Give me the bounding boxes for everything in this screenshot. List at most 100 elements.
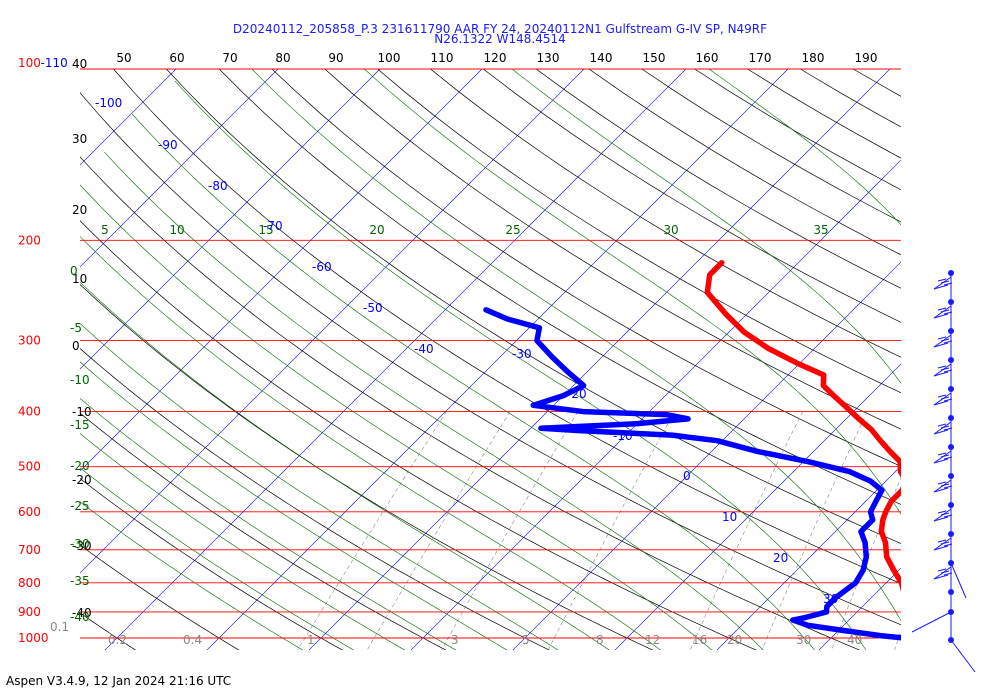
wind-barb-feather	[943, 398, 953, 402]
dry-adiabat-line	[166, 68, 901, 544]
isotherm-line	[80, 68, 483, 472]
wind-barb-feather	[937, 481, 947, 485]
wind-barb-point	[948, 357, 954, 363]
mixing-ratio-label: 30	[796, 633, 811, 647]
wind-barb-feather	[937, 452, 947, 456]
mixing-ratio-line	[366, 411, 511, 650]
wind-barb-point	[948, 270, 954, 276]
wind-barb-flag	[933, 458, 949, 464]
moist-adiabat-line	[80, 323, 559, 650]
moist-adiabat-line	[80, 467, 355, 650]
isotherm-line	[818, 567, 901, 650]
isotherm-label: -30	[512, 347, 532, 361]
moist-adiabat-line	[80, 397, 457, 650]
dry-adiabat-label: -40	[72, 606, 92, 620]
isotherm-label: -80	[208, 179, 228, 193]
top-tick-label: 50	[116, 51, 131, 65]
mixing-ratio-label: 5	[522, 633, 530, 647]
top-tick-label: 80	[275, 51, 290, 65]
dry-adiabat-line	[430, 68, 901, 358]
moist-adiabat-label: -5	[70, 321, 82, 335]
moist-adiabat-line	[80, 433, 406, 650]
mixing-ratio-label: 40	[847, 633, 862, 647]
isotherm-line	[0, 69, 74, 652]
top-tick-label: 70	[222, 51, 237, 65]
moist-adiabat-label: -20	[70, 459, 90, 473]
pressure-label: 300	[18, 333, 41, 347]
wind-barb-feather	[943, 485, 953, 489]
dry-adiabat-line	[800, 68, 901, 128]
dry-adiabat-line	[80, 544, 240, 650]
top-tick-label: 130	[537, 51, 560, 65]
pressure-label: 600	[18, 505, 41, 519]
wind-barb-point	[948, 531, 954, 537]
moist-adiabat-label: -10	[70, 373, 90, 387]
wind-barb-feather	[940, 541, 950, 545]
mixing-ratio-label: 12	[645, 633, 660, 647]
isotherm-label: -10	[613, 429, 633, 443]
dry-adiabat-line	[324, 68, 901, 430]
moist-adiabat-line	[511, 68, 901, 384]
isotherm-line	[512, 261, 901, 650]
wind-barb-feather	[937, 568, 947, 572]
wind-barb-point	[948, 299, 954, 305]
mixing-ratio-line	[547, 411, 675, 650]
pressure-label: 900	[18, 605, 41, 619]
top-tick-label: 170	[749, 51, 772, 65]
top-tick-label: 150	[643, 51, 666, 65]
moist-adiabat-line	[251, 68, 901, 622]
wind-barb-feather	[943, 543, 953, 547]
wind-barb-feather	[940, 570, 950, 574]
wind-barb-feather	[940, 367, 950, 371]
wind-barb-feather	[940, 425, 950, 429]
wind-barb-feather	[937, 365, 947, 369]
isotherm-label: -70	[263, 219, 283, 233]
isotherm-line	[80, 68, 381, 370]
pressure-label: 200	[18, 233, 41, 247]
wind-barb-flag	[933, 313, 949, 319]
isotherm-label: -50	[363, 301, 383, 315]
wind-barb-feather	[943, 514, 953, 518]
wind-barb-flag	[933, 342, 949, 348]
wind-barbs	[911, 270, 976, 673]
wind-barb-flag	[933, 284, 949, 290]
footer-version: Aspen V3.4.9, 12 Jan 2024 21:16 UTC	[6, 674, 232, 688]
wind-barb-feather	[943, 282, 953, 286]
wind-barb-feather	[937, 510, 947, 514]
top-tick-label: 160	[696, 51, 719, 65]
mixing-ratio-line	[441, 411, 579, 650]
dry-adiabat-label: -10	[72, 405, 92, 419]
dry-adiabat-line	[80, 412, 447, 650]
plot-lines	[0, 68, 1000, 652]
moist-adiabat-line	[80, 501, 304, 650]
isotherm-label: 20	[773, 551, 788, 565]
wind-barb-point	[948, 415, 954, 421]
moist-adiabat-line	[80, 184, 713, 650]
isotherm-label: -40	[414, 342, 434, 356]
dry-adiabat-line	[80, 612, 137, 650]
dry-adiabat-label: 20	[72, 203, 87, 217]
moist-adiabat-label: 10	[169, 223, 184, 237]
wind-barb-flag	[933, 545, 949, 551]
isotherm-line	[919, 69, 1000, 652]
top-tick-label: 110	[431, 51, 454, 65]
moist-adiabat-label: 5	[101, 223, 109, 237]
dry-adiabat-label: -20	[72, 473, 92, 487]
mixing-ratio-label: 16	[692, 633, 707, 647]
moist-adiabat-label: -40	[70, 610, 90, 624]
pressure-label: 800	[18, 576, 41, 590]
isotherm-label: -20	[567, 387, 587, 401]
dry-adiabat-line	[80, 156, 861, 650]
pressure-label: 400	[18, 405, 41, 419]
moist-adiabat-line	[708, 68, 901, 226]
mixing-ratio-line	[894, 630, 901, 650]
moist-adiabat-label: 25	[505, 223, 520, 237]
moist-adiabat-label: 30	[663, 223, 678, 237]
wind-barb-feather	[937, 307, 947, 311]
top-tick-label: 120	[484, 51, 507, 65]
moist-adiabat-label: -15	[70, 418, 90, 432]
mixing-ratio-label: 0.2	[108, 633, 127, 647]
isotherm-label: 10	[722, 510, 737, 524]
moist-adiabat-label: 15	[258, 223, 273, 237]
